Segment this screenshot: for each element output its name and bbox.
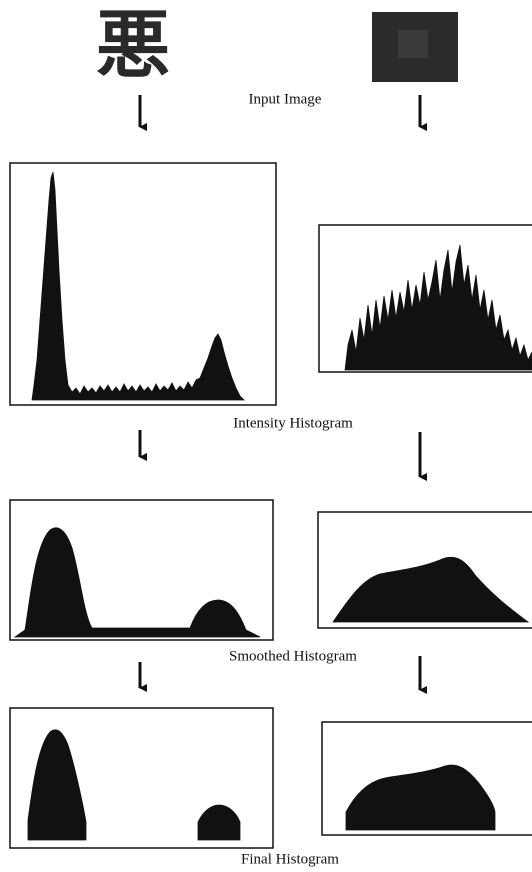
input-noisy-image-detail [398, 30, 428, 58]
intensity-histogram-label: Intensity Histogram [233, 415, 353, 431]
input-image-label: Input Image [249, 91, 322, 107]
figure: 悪 Input Image Intensity Histogram Smooth… [0, 0, 532, 872]
diagram: 悪 Input Image Intensity Histogram Smooth… [0, 0, 532, 872]
smoothed-histogram-label: Smoothed Histogram [229, 648, 357, 664]
final-histogram-label: Final Histogram [241, 851, 339, 867]
input-character-image: 悪 [96, 3, 170, 89]
